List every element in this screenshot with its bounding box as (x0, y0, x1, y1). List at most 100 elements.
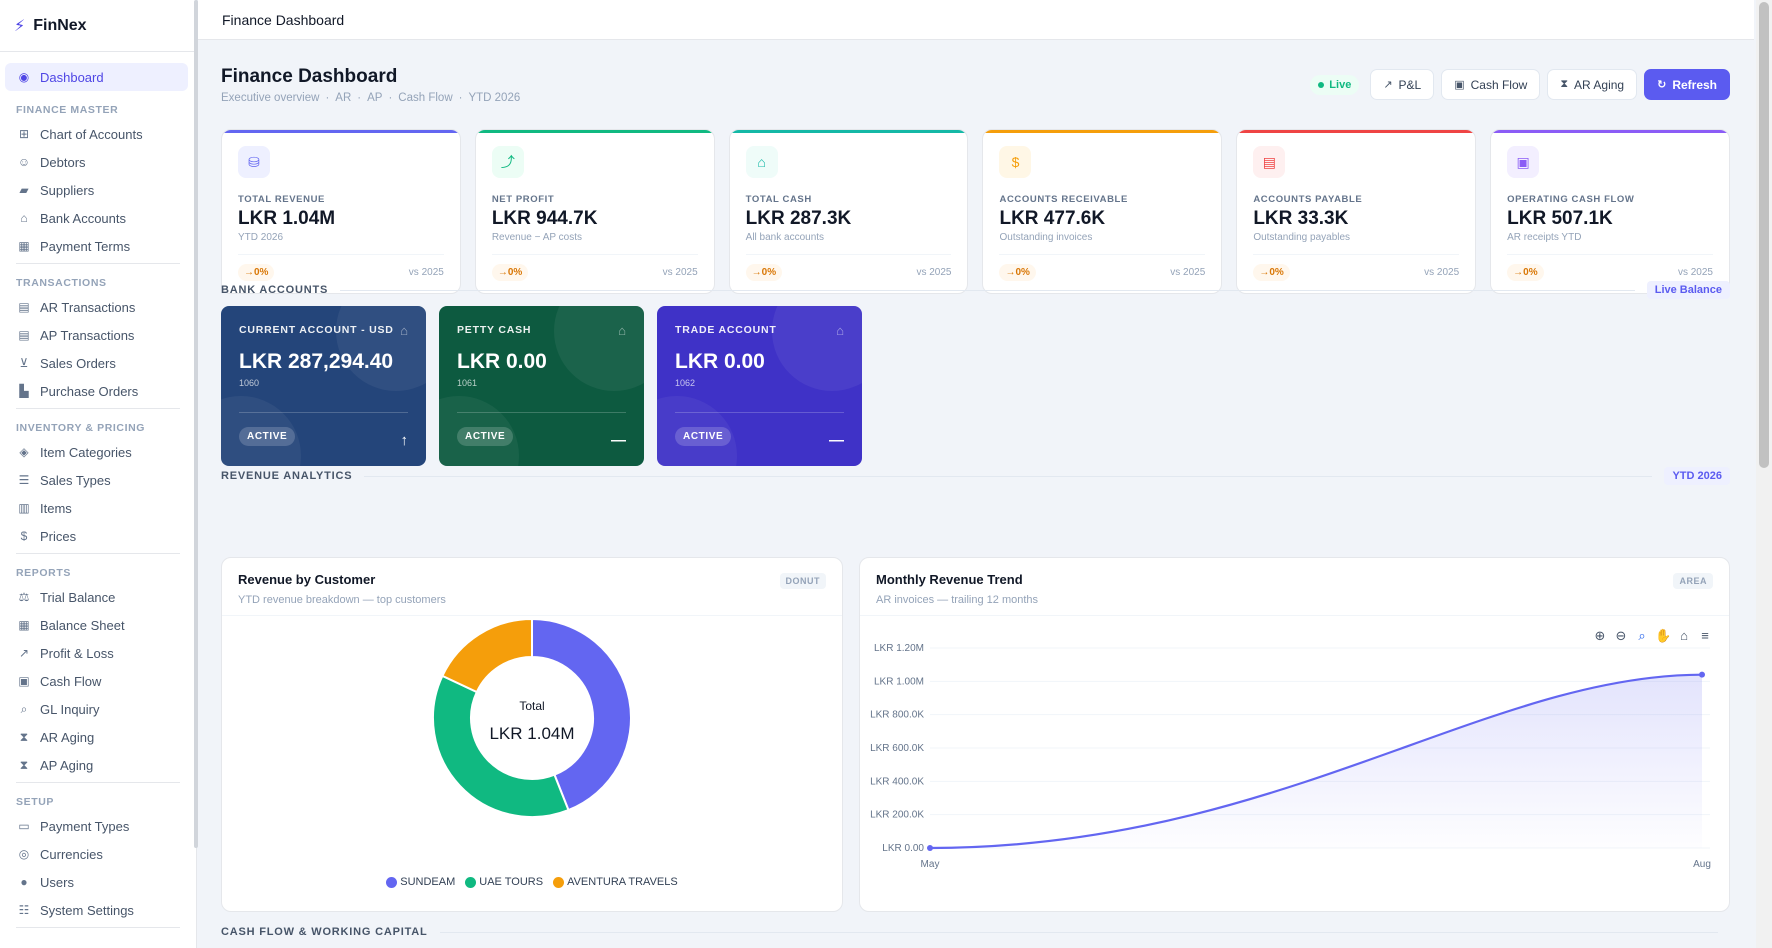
dashboard-icon: ◉ (18, 70, 30, 84)
sidebar-scrollbar[interactable] (194, 0, 198, 848)
live-balance-tag[interactable]: Live Balance (1646, 281, 1730, 299)
refresh-button[interactable]: ↻ Refresh (1644, 69, 1730, 100)
kpi-value: LKR 287.3K (745, 208, 852, 229)
sidebar-item-debtors[interactable]: ☺ Debtors (5, 148, 188, 176)
section-divider (439, 931, 1718, 933)
kpi-change-badge: →0% (238, 264, 275, 281)
search-icon: ⌕ (20, 701, 28, 716)
zoom-in-icon[interactable]: ⊕ (1594, 628, 1606, 643)
sidebar-item-gl-inquiry[interactable]: ⌕ GL Inquiry (5, 695, 188, 723)
sidebar-item-trial-balance[interactable]: ⚖ Trial Balance (5, 583, 188, 611)
kpi-card[interactable]: ▤ ACCOUNTS PAYABLE LKR 33.3K Outstanding pa… (1236, 129, 1477, 294)
pl-button[interactable]: ↗ P&L (1370, 69, 1435, 100)
kpi-label: TOTAL REVENUE (238, 194, 325, 205)
scrollbar-thumb[interactable] (1759, 2, 1769, 468)
kpi-card[interactable]: ⛁ TOTAL REVENUE LKR 1.04M YTD 2026 →0% vs 202… (221, 129, 461, 294)
kpi-card[interactable]: ⌂ TOTAL CASH LKR 287.3K All bank accounts →0… (728, 129, 969, 294)
sidebar-item-items[interactable]: ▥ Items (5, 494, 188, 522)
bank-balance: LKR 0.00 (457, 350, 547, 373)
hourglass-icon: ⧗ (1560, 78, 1569, 90)
legend-swatch (465, 876, 477, 888)
sidebar-item-ar-transactions[interactable]: ▤ AR Transactions (5, 293, 188, 321)
kpi-accent-bar (1237, 130, 1476, 133)
cashflow-section-header: CASH FLOW & WORKING CAPITAL (221, 926, 1730, 938)
sidebar-item-label: AR Aging (40, 729, 95, 745)
home-icon[interactable]: ⌂ (1680, 628, 1688, 643)
sidebar-item-chart-of-accounts[interactable]: ⊞ Chart of Accounts (5, 120, 188, 148)
sidebar-item-sales-types[interactable]: ☰ Sales Types (5, 466, 188, 494)
legend-swatch (553, 876, 565, 888)
sidebar-item-sales-orders[interactable]: ⊻ Sales Orders (5, 349, 188, 377)
credit-card-icon: ▭ (18, 819, 30, 833)
sitemap-icon: ⊞ (18, 127, 30, 141)
sidebar-item-payment-terms[interactable]: ▦ Payment Terms (5, 232, 188, 260)
kpi-subtitle: AR receipts YTD (1507, 232, 1582, 243)
breadcrumb-separator: · (357, 92, 362, 104)
series-line[interactable] (929, 673, 1703, 850)
ar-aging-button[interactable]: ⧗ AR Aging (1547, 69, 1638, 100)
sidebar-item-suppliers[interactable]: ▰ Suppliers (5, 176, 188, 204)
kpi-card[interactable]: ⤴ NET PROFIT LKR 944.7K Revenue − AP costs →… (474, 129, 715, 294)
sidebar-item-label: GL Inquiry (40, 701, 100, 717)
bank-account-code: 1061 (457, 378, 478, 388)
kpi-cards: ⛁ TOTAL REVENUE LKR 1.04M YTD 2026 →0% vs 202… (221, 129, 1730, 294)
kpi-subtitle: YTD 2026 (238, 232, 284, 243)
donut-slice[interactable] (432, 674, 570, 818)
sidebar-item-cash-flow[interactable]: ▣ Cash Flow (5, 667, 188, 695)
cashflow-button[interactable]: ▣ Cash Flow (1441, 69, 1541, 100)
bank-icon: ⌂ (20, 211, 28, 225)
kpi-card[interactable]: $ ACCOUNTS RECEIVABLE LKR 477.6K Outstandin… (982, 129, 1223, 294)
legend-item[interactable]: AVENTURA TRAVELS (553, 876, 678, 888)
sidebar-item-payment-types[interactable]: ▭ Payment Types (5, 812, 188, 840)
sidebar-item-profit-loss[interactable]: ↗ Profit & Loss (5, 639, 188, 667)
data-point[interactable] (1699, 671, 1705, 678)
kpi-value: LKR 477.6K (999, 208, 1106, 229)
data-point[interactable] (927, 845, 933, 851)
legend-item[interactable]: UAE TOURS (465, 876, 543, 888)
page-scrollbar[interactable] (1756, 0, 1772, 948)
brand[interactable]: ⚡ FinNex (0, 0, 196, 52)
kpi-change-badge: →0% (745, 264, 783, 281)
sidebar-item-balance-sheet[interactable]: ▦ Balance Sheet (5, 611, 188, 639)
app-name: FinNex (33, 16, 87, 34)
donut-slice[interactable] (531, 618, 632, 812)
sidebar-item-system-settings[interactable]: ☷ System Settings (5, 896, 188, 924)
bank-card[interactable]: CURRENT ACCOUNT - USD ⌂ LKR 287,294.40 1060… (221, 306, 426, 466)
sidebar-section-title: REPORTS (16, 567, 71, 579)
bank-card[interactable]: PETTY CASH ⌂ LKR 0.00 1061 ACTIVE — (439, 306, 644, 466)
sidebar-item-ar-aging[interactable]: ⧗ AR Aging (5, 723, 188, 751)
sidebar-item-users[interactable]: ● Users (5, 868, 188, 896)
sidebar: ⚡ FinNex ◉ Dashboard FINANCE MASTER ⊞ Char… (0, 0, 198, 948)
sidebar-item-bank-accounts[interactable]: ⌂ Bank Accounts (5, 204, 188, 232)
breadcrumb-separator: · (325, 92, 330, 104)
zoom-select-icon[interactable]: ⌕ (1638, 628, 1646, 643)
sidebar-item-label: Balance Sheet (40, 617, 125, 633)
sidebar-item-ap-transactions[interactable]: ▤ AP Transactions (5, 321, 188, 349)
sidebar-item-item-categories[interactable]: ◈ Item Categories (5, 438, 188, 466)
y-tick-label: LKR 1.00M (874, 676, 924, 687)
sidebar-item-label: Profit & Loss (40, 645, 114, 661)
kpi-accent-bar (983, 130, 1222, 133)
panel-title: Monthly Revenue Trend (876, 572, 1023, 587)
sidebar-item-label: Cash Flow (40, 673, 102, 689)
legend-item[interactable]: SUNDEAM (386, 876, 455, 888)
chart-type-badge: DONUT (779, 573, 826, 589)
bank-icon: ⌂ (836, 323, 844, 338)
sidebar-item-currencies[interactable]: ◎ Currencies (5, 840, 188, 868)
kpi-footer: →0% vs 2025 (491, 254, 698, 281)
sidebar-item-ap-aging[interactable]: ⧗ AP Aging (5, 751, 188, 779)
sidebar-item-purchase-orders[interactable]: ▙ Purchase Orders (5, 377, 188, 405)
panel-subtitle: YTD revenue breakdown — top customers (238, 594, 446, 606)
kpi-accent-bar (729, 130, 968, 133)
kpi-card[interactable]: ▣ OPERATING CASH FLOW LKR 507.1K AR receipt… (1490, 129, 1730, 294)
sidebar-item-prices[interactable]: $ Prices (5, 522, 188, 550)
breadcrumb-separator: · (458, 92, 463, 104)
bank-card[interactable]: TRADE ACCOUNT ⌂ LKR 0.00 1062 ACTIVE — (657, 306, 862, 466)
pan-icon[interactable]: ✋ (1655, 628, 1672, 643)
zoom-out-icon[interactable]: ⊖ (1615, 628, 1627, 643)
sidebar-item-label: Payment Types (40, 818, 130, 834)
donut-slice[interactable] (441, 618, 533, 694)
menu-icon[interactable]: ≡ (1701, 628, 1709, 643)
sidebar-item-dashboard[interactable]: ◉ Dashboard (5, 63, 188, 91)
sidebar-section-title: INVENTORY & PRICING (16, 422, 146, 434)
